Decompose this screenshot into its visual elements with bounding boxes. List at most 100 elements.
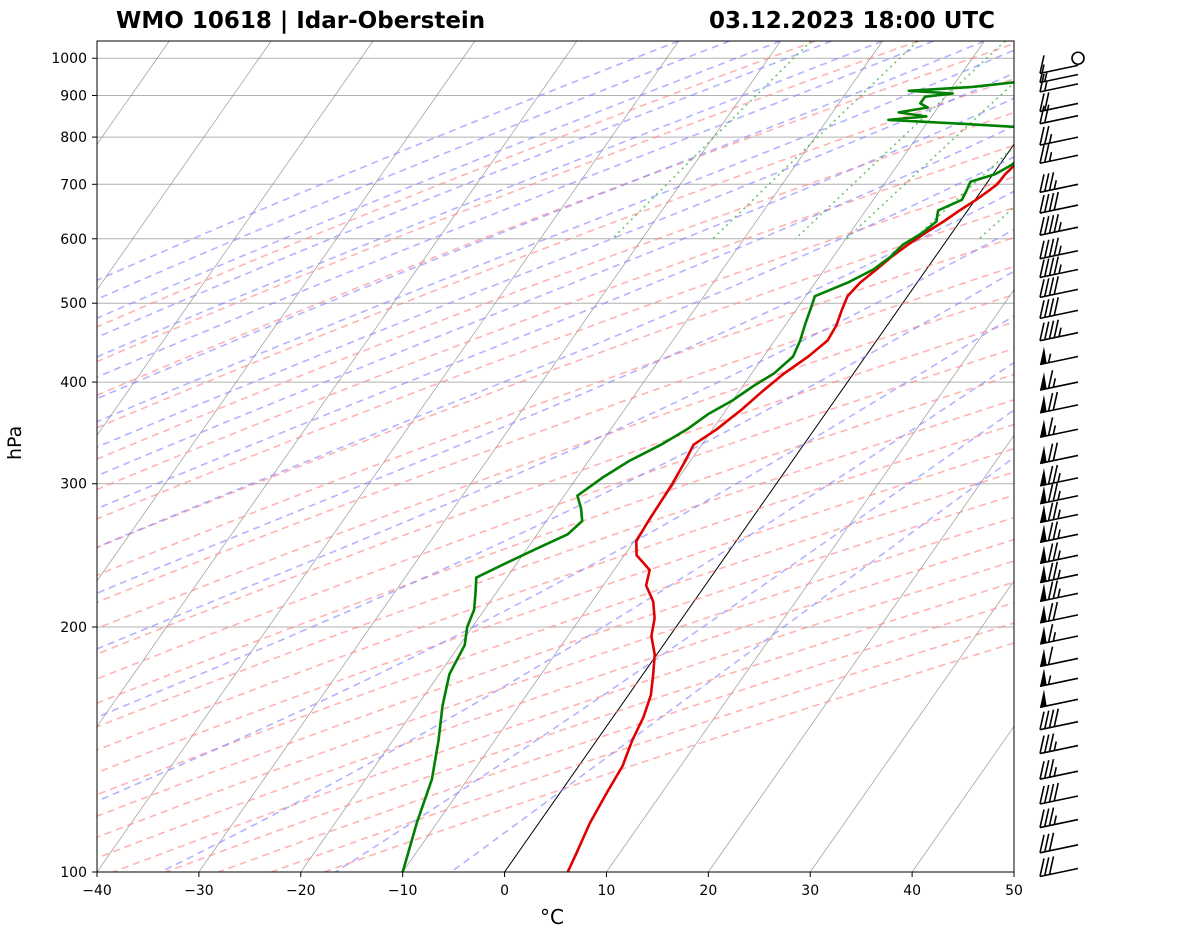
moist-adiabat <box>97 125 1014 510</box>
barb-feather <box>1039 145 1045 164</box>
barb-pennant <box>1040 445 1047 464</box>
x-tick-label: −10 <box>388 883 418 899</box>
wind-barb <box>1039 172 1079 194</box>
wind-barb <box>1039 191 1079 214</box>
barb-staff <box>1039 770 1079 780</box>
datetime-title: 03.12.2023 18:00 UTC <box>709 8 995 34</box>
barb-staff <box>1039 744 1079 755</box>
isotherm-line <box>911 725 1014 872</box>
dry-adiabat <box>97 42 1014 397</box>
dry-adiabat <box>97 471 1014 796</box>
barb-half-feather <box>1047 353 1052 363</box>
x-tick-label: 10 <box>598 883 616 899</box>
barb-feather <box>1039 105 1045 124</box>
y-tick-label: 500 <box>60 296 87 312</box>
dry-adiabat <box>97 516 1014 839</box>
barb-half-feather <box>1058 327 1062 337</box>
barb-half-feather <box>1048 133 1053 144</box>
barb-feather <box>1048 320 1055 339</box>
wind-barb <box>1039 214 1079 236</box>
barb-feather <box>1039 279 1045 298</box>
wind-barb <box>1039 104 1079 125</box>
barb-half-feather <box>1053 815 1058 825</box>
barb-feather <box>1039 735 1045 754</box>
barb-pennant <box>1040 648 1047 667</box>
barb-feather <box>1039 174 1045 193</box>
barb-feather <box>1039 785 1045 805</box>
barb-feather <box>1043 321 1050 340</box>
barb-feather <box>1039 194 1045 214</box>
barb-feather <box>1039 761 1045 780</box>
barb-feather <box>1053 191 1060 211</box>
wind-barb <box>1039 832 1079 854</box>
dry-adiabat <box>97 176 1014 520</box>
barb-feather <box>1052 442 1059 461</box>
wind-barb <box>1039 624 1079 645</box>
barb-feather <box>1047 502 1054 521</box>
x-tick-label: 30 <box>801 883 819 899</box>
barb-staff <box>1039 657 1079 668</box>
x-tick-label: 50 <box>1005 883 1023 899</box>
barb-half-feather <box>1057 490 1061 501</box>
wind-barb <box>1039 501 1079 524</box>
barb-feather <box>1053 708 1060 727</box>
barb-feather <box>1047 392 1054 412</box>
barb-feather <box>1048 298 1055 317</box>
x-tick-label: −30 <box>184 883 214 899</box>
barb-feather <box>1047 543 1054 562</box>
barb-pennant <box>1040 467 1047 486</box>
barb-pennant <box>1040 419 1047 438</box>
barb-staff <box>1039 73 1079 84</box>
wind-barb <box>1039 708 1079 731</box>
moist-adiabat <box>97 190 1014 595</box>
wind-barb <box>1039 782 1079 805</box>
wind-barb <box>1039 319 1079 342</box>
x-tick-label: 20 <box>699 883 717 899</box>
barb-feather <box>1043 857 1050 876</box>
wind-barb <box>1039 733 1079 755</box>
barb-feather <box>1043 144 1050 163</box>
barb-feather <box>1048 856 1055 875</box>
barb-staff <box>1039 867 1079 878</box>
barb-pennant <box>1040 668 1047 687</box>
barb-pennant <box>1040 583 1047 602</box>
moist-adiabat <box>97 41 832 339</box>
moist-adiabat <box>97 41 934 379</box>
barb-pennant <box>1040 524 1047 543</box>
y-tick-label: 300 <box>60 477 87 493</box>
barb-feather <box>1047 443 1054 462</box>
wind-barb <box>1039 580 1079 603</box>
barb-half-feather <box>1053 767 1058 777</box>
wind-barb <box>1039 55 1079 75</box>
barb-pennant <box>1040 504 1047 523</box>
barb-feather <box>1043 833 1050 852</box>
barb-feather <box>1039 93 1045 112</box>
plot-frame <box>96 40 1015 873</box>
barb-feather <box>1047 522 1054 541</box>
barb-pennant <box>1040 545 1047 564</box>
barb-feather <box>1043 760 1050 779</box>
wind-barb <box>1039 442 1079 465</box>
barb-half-feather <box>1057 472 1061 483</box>
barb-staff <box>1039 102 1079 113</box>
barb-pennant <box>1040 689 1047 708</box>
barb-staff <box>1039 204 1079 214</box>
mixing-ratio-line <box>794 41 1006 240</box>
dry-adiabat <box>97 236 1014 577</box>
barb-feather <box>1048 783 1055 803</box>
barb-pennant <box>1040 372 1047 391</box>
barb-staff <box>1039 114 1079 125</box>
isotherm-line <box>97 41 272 291</box>
isotherm-line <box>300 41 883 872</box>
barb-staff <box>1039 64 1079 75</box>
wind-barb-column <box>1039 51 1085 878</box>
x-tick-label: −20 <box>286 883 316 899</box>
dry-adiabat <box>97 293 1014 630</box>
moist-adiabat <box>335 409 1014 872</box>
isotherm-line <box>809 580 1014 872</box>
calm-circle <box>1071 51 1085 66</box>
wind-barb <box>1039 521 1079 544</box>
barb-feather <box>1048 709 1055 728</box>
wind-barb <box>1039 346 1079 366</box>
barb-staff <box>1039 309 1079 320</box>
